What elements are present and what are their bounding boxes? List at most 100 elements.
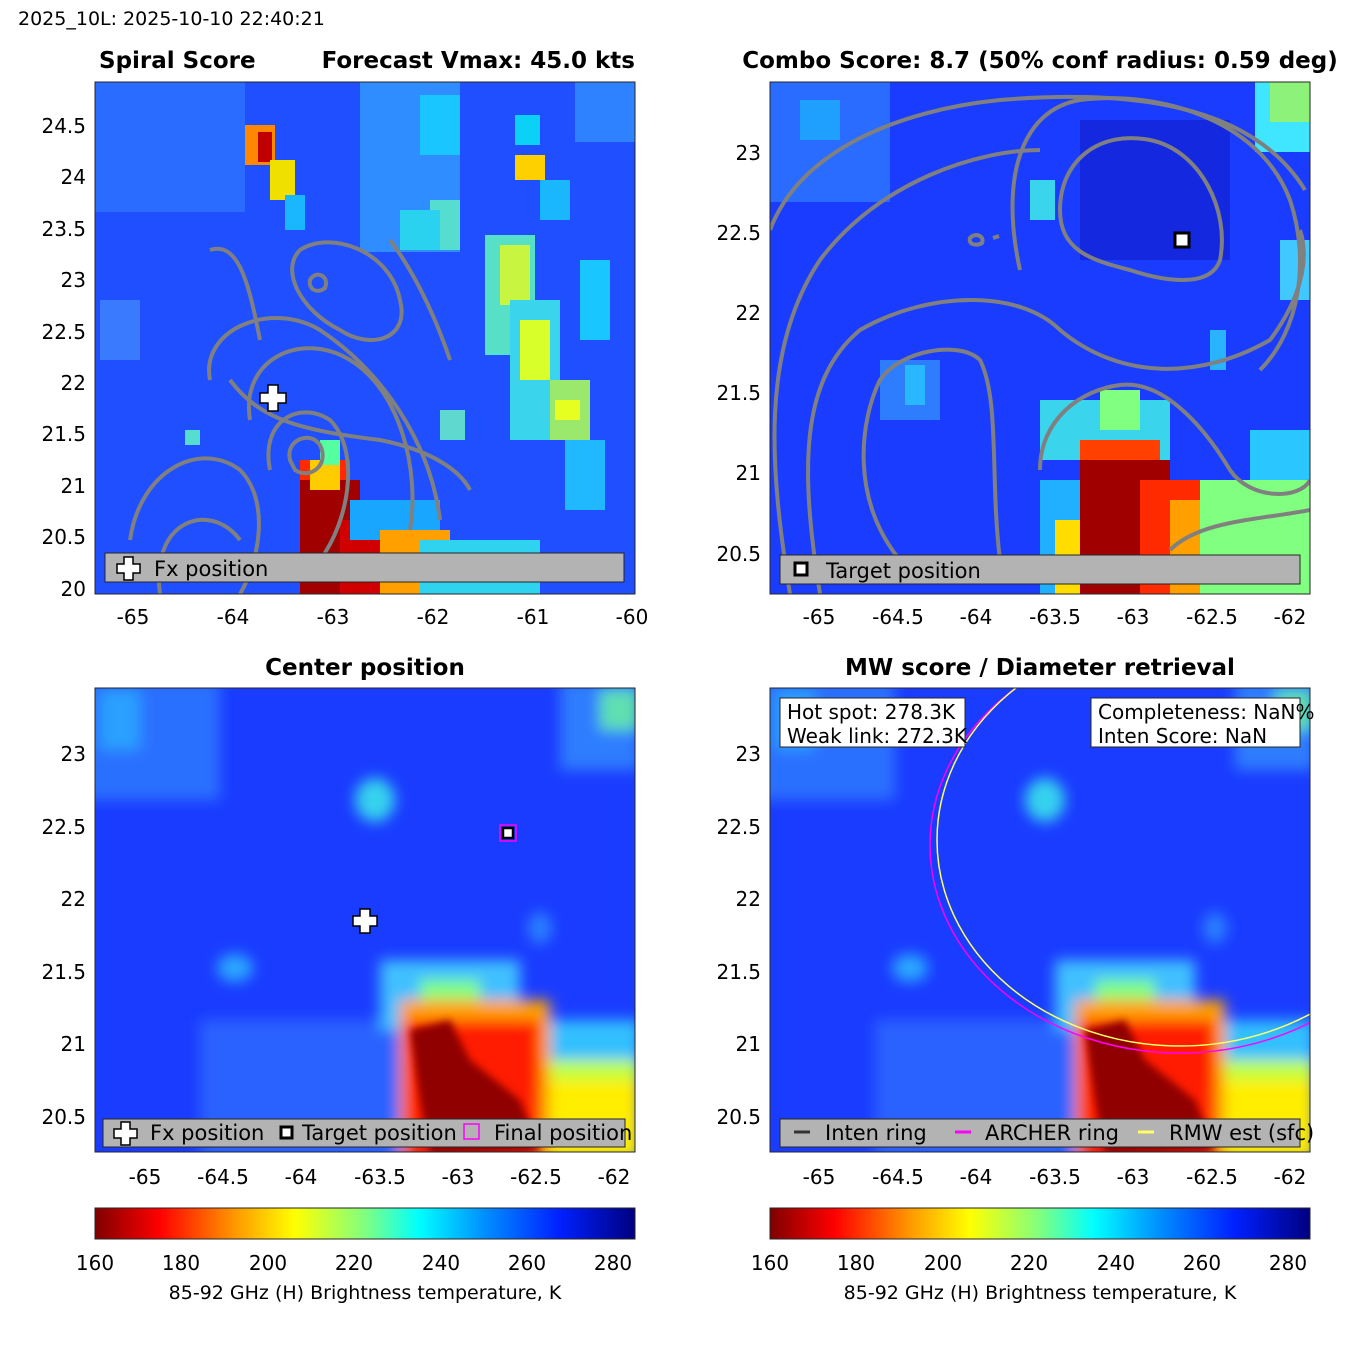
archer-ring (929, 688, 1310, 1054)
y-tick: 22.5 (41, 815, 86, 839)
x-tick: -60 (616, 605, 649, 629)
colorbar-tick: 220 (335, 1251, 373, 1275)
x-tick: -64 (217, 605, 250, 629)
x-tick: -62.5 (510, 1165, 562, 1189)
mw-rings (929, 688, 1310, 1054)
x-tick: -61 (517, 605, 550, 629)
rmw-ring (936, 688, 1310, 1047)
combo-title: Combo Score: 8.7 (50% conf radius: 0.59 … (742, 48, 1337, 74)
mw-legend-rmw: RMW est (sfc) (1169, 1121, 1314, 1145)
y-tick: 24.5 (41, 114, 86, 138)
y-tick: 22.5 (716, 815, 761, 839)
x-tick: -62 (1274, 605, 1307, 629)
x-tick: -63 (317, 605, 350, 629)
combo-plot-area (769, 81, 1311, 595)
center-legend-target: Target position (301, 1121, 457, 1145)
x-tick: -65 (129, 1165, 162, 1189)
combo-score-panel: Combo Score: 8.7 (50% conf radius: 0.59 … (716, 48, 1337, 629)
x-tick: -65 (803, 605, 836, 629)
colorbar-tick: 240 (1097, 1251, 1135, 1275)
hot-spot-text: Hot spot: 278.3K (787, 700, 956, 724)
x-tick: -64 (285, 1165, 318, 1189)
x-tick: -65 (117, 605, 150, 629)
x-tick: -64 (960, 605, 993, 629)
y-tick: 23 (61, 742, 86, 766)
colorbar-tick: 260 (508, 1251, 546, 1275)
spiral-x-ticks: -65 -64 -63 -62 -61 -60 (117, 605, 649, 629)
x-tick: -63.5 (1029, 605, 1081, 629)
y-tick: 21.5 (41, 960, 86, 984)
colorbar-tick: 200 (924, 1251, 962, 1275)
y-tick: 22 (736, 301, 761, 325)
y-tick: 22.5 (716, 221, 761, 245)
spiral-title-left: Spiral Score (99, 48, 256, 74)
colorbar-tick: 200 (249, 1251, 287, 1275)
colorbar-left: 160 180 200 220 240 260 280 85-92 GHz (H… (76, 1207, 636, 1304)
x-tick: -63 (442, 1165, 475, 1189)
target-position-legend-icon (793, 561, 809, 577)
combo-legend: Target position (779, 554, 1301, 585)
x-tick: -64.5 (197, 1165, 249, 1189)
x-tick: -64.5 (872, 1165, 924, 1189)
y-tick: 24 (61, 165, 86, 189)
mw-legend-archer: ARCHER ring (985, 1121, 1119, 1145)
y-tick: 23 (736, 742, 761, 766)
mw-score-panel: MW score / Diameter retrieval (716, 655, 1314, 1189)
spiral-y-ticks: 20 20.5 21 21.5 22 22.5 23 23.5 24 24.5 (41, 114, 86, 601)
center-legend: Fx position Target position Final positi… (102, 1118, 632, 1148)
fx-position-legend-icon (116, 556, 141, 581)
mw-plot-area (769, 687, 1311, 1153)
colorbar-tick: 260 (1183, 1251, 1221, 1275)
weak-link-text: Weak link: 272.3K (787, 724, 968, 748)
x-tick: -64.5 (872, 605, 924, 629)
spiral-heatmap (95, 82, 635, 594)
mw-info-left: Hot spot: 278.3K Weak link: 272.3K (779, 697, 968, 748)
y-tick: 23 (736, 141, 761, 165)
x-tick: -62 (598, 1165, 631, 1189)
x-tick: -62 (1274, 1165, 1307, 1189)
mw-y-ticks: 20.5 21 21.5 22 22.5 23 (716, 742, 761, 1129)
x-tick: -63 (1117, 605, 1150, 629)
x-tick: -62.5 (1186, 605, 1238, 629)
x-tick: -63.5 (354, 1165, 406, 1189)
mw-title: MW score / Diameter retrieval (845, 655, 1235, 681)
center-legend-final: Final position (494, 1121, 632, 1145)
center-x-ticks: -65 -64.5 -64 -63.5 -63 -62.5 -62 (129, 1165, 631, 1189)
colorbar-tick: 240 (422, 1251, 460, 1275)
center-y-ticks: 20.5 21 21.5 22 22.5 23 (41, 742, 86, 1129)
run-label: 2025_10L: 2025-10-10 22:40:21 (18, 8, 325, 30)
y-tick: 21 (736, 461, 761, 485)
y-tick: 20.5 (716, 542, 761, 566)
center-target-position-marker (501, 826, 515, 840)
y-tick: 21 (736, 1032, 761, 1056)
fx-position-legend-icon (113, 1121, 138, 1146)
combo-y-ticks: 20.5 21 21.5 22 22.5 23 (716, 141, 761, 566)
final-position-legend-icon (463, 1123, 480, 1140)
center-plot-area (94, 687, 636, 1153)
mw-legend-inten: Inten ring (825, 1121, 927, 1145)
colorbar-tick: 180 (162, 1251, 200, 1275)
mw-info-right: Completeness: NaN% Inten Score: NaN (1090, 697, 1314, 748)
combo-target-position-marker (1173, 231, 1191, 249)
y-tick: 20 (61, 577, 86, 601)
y-tick: 23.5 (41, 217, 86, 241)
spiral-plot-area (94, 81, 636, 595)
colorbar-tick: 160 (76, 1251, 114, 1275)
spiral-score-panel: Spiral Score Forecast Vmax: 45.0 kts (41, 48, 648, 629)
colorbar-left-gradient (94, 1207, 636, 1240)
y-tick: 21 (61, 474, 86, 498)
y-tick: 20.5 (716, 1105, 761, 1129)
spiral-title-right: Forecast Vmax: 45.0 kts (322, 48, 635, 74)
colorbar-label: 85-92 GHz (H) Brightness temperature, K (844, 1282, 1237, 1304)
spiral-legend-fx: Fx position (154, 557, 268, 581)
y-tick: 21.5 (716, 381, 761, 405)
combo-pixel-blocks (770, 82, 1310, 594)
colorbar-tick: 180 (837, 1251, 875, 1275)
colorbar-right: 160 180 200 220 240 260 280 85-92 GHz (H… (751, 1207, 1311, 1304)
colorbar-right-gradient (769, 1207, 1311, 1240)
combo-heatmap (770, 82, 1310, 594)
y-tick: 20.5 (41, 1105, 86, 1129)
colorbar-tick: 160 (751, 1251, 789, 1275)
combo-contours (770, 94, 1310, 594)
